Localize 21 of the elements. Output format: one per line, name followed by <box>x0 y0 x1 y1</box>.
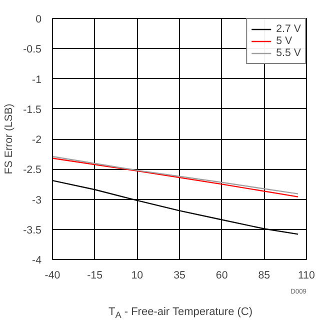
x-tick-label: 35 <box>174 270 186 282</box>
x-tick-label: -40 <box>44 270 60 282</box>
y-tick-label: -1.5 <box>23 104 42 116</box>
y-tick-label: -2.5 <box>23 164 42 176</box>
x-tick-label: -15 <box>87 270 103 282</box>
legend-label: 5.5 V <box>276 47 301 59</box>
y-tick-label: -4 <box>32 254 42 266</box>
y-tick-label: -2 <box>32 134 42 146</box>
y-tick-label: -1 <box>32 74 42 86</box>
x-tick-label: 85 <box>258 270 270 282</box>
x-axis-title: T$_{A}$ - Free-air Temperature (C) <box>108 305 253 322</box>
x-tick-label: 10 <box>131 270 144 282</box>
x-tick-label: 60 <box>216 270 228 282</box>
y-tick-label: -3 <box>32 194 42 206</box>
y-tick-label: -0.5 <box>23 44 42 56</box>
y-tick-label: -3.5 <box>23 224 42 236</box>
y-tick-label: 0 <box>36 14 42 26</box>
legend-label: 2.7 V <box>276 23 301 35</box>
y-axis-title: FS Error (LSB) <box>3 104 16 174</box>
x-tick-label: 110 <box>298 270 316 282</box>
legend-label: 5 V <box>276 35 294 47</box>
